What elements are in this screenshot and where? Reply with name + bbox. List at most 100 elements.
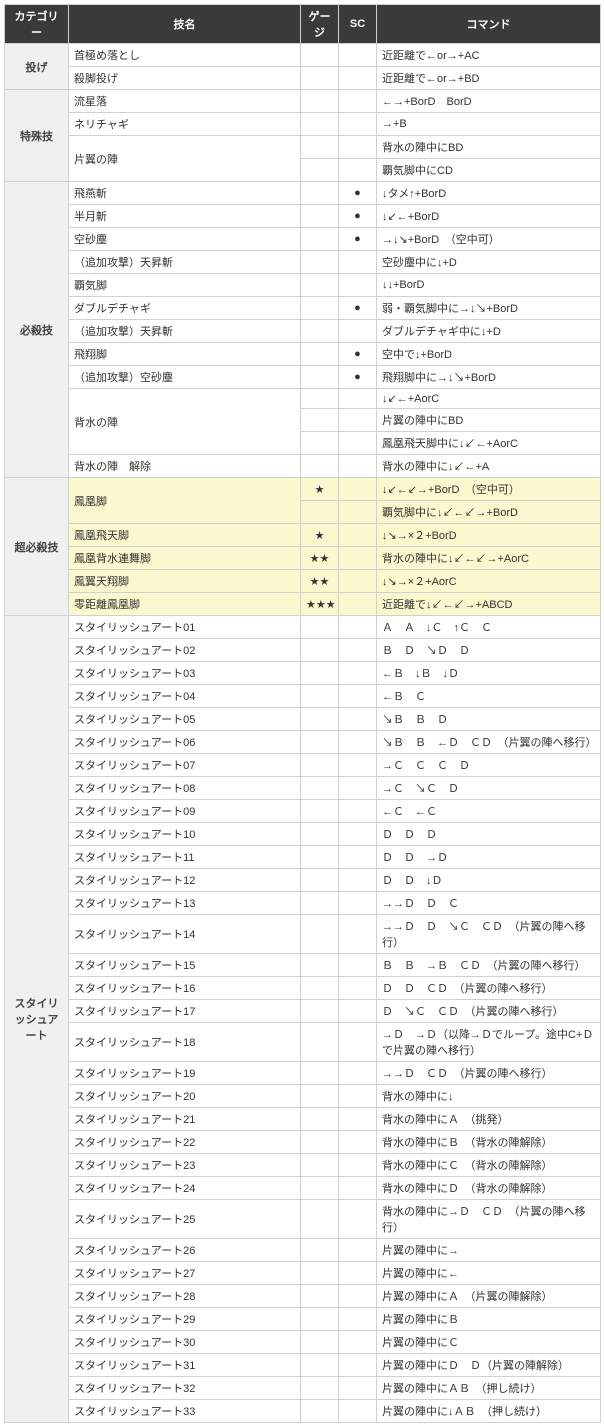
gauge-cell — [301, 1108, 339, 1131]
gauge-cell — [301, 320, 339, 343]
name-cell: 鳳翼天翔脚 — [69, 570, 301, 593]
name-cell: 空砂塵 — [69, 228, 301, 251]
category-cell: 必殺技 — [5, 182, 69, 478]
command-cell: →↓↘+BorD （空中可） — [377, 228, 601, 251]
sc-cell — [339, 1085, 377, 1108]
table-row: スタイリッシュアート24背水の陣中にＤ （背水の陣解除） — [5, 1177, 601, 1200]
command-cell: 近距離で←or→+BD — [377, 67, 601, 90]
sc-cell — [339, 524, 377, 547]
command-cell: →Ｃ ↘Ｃ Ｄ — [377, 777, 601, 800]
name-cell: スタイリッシュアート30 — [69, 1331, 301, 1354]
header-row: カテゴリー 技名 ゲージ SC コマンド — [5, 5, 601, 44]
name-cell: スタイリッシュアート25 — [69, 1200, 301, 1239]
sc-cell — [339, 754, 377, 777]
gauge-cell — [301, 616, 339, 639]
command-cell: Ｄ Ｄ →Ｄ — [377, 846, 601, 869]
command-cell: 片翼の陣中にＣ — [377, 1331, 601, 1354]
table-row: 投げ首極め落とし近距離で←or→+AC — [5, 44, 601, 67]
sc-cell — [339, 570, 377, 593]
table-row: 背水の陣↓↙←+AorC — [5, 389, 601, 409]
table-row: 殺脚投げ 近距離で←or→+BD — [5, 67, 601, 90]
table-row: 特殊技流星落←→+BorD BorD — [5, 90, 601, 113]
sc-cell: ● — [339, 228, 377, 251]
table-row: スタイリッシュアート05↘Ｂ Ｂ Ｄ — [5, 708, 601, 731]
name-cell: スタイリッシュアート32 — [69, 1377, 301, 1400]
name-cell: （追加攻撃）天昇斬 — [69, 251, 301, 274]
name-cell: スタイリッシュアート20 — [69, 1085, 301, 1108]
table-row: スタイリッシュアート10Ｄ Ｄ Ｄ — [5, 823, 601, 846]
command-cell: Ｄ Ｄ Ｄ — [377, 823, 601, 846]
command-cell: ←→+BorD BorD — [377, 90, 601, 113]
name-cell: 殺脚投げ — [69, 67, 301, 90]
sc-cell — [339, 1354, 377, 1377]
command-cell: ↓タメ↑+BorD — [377, 182, 601, 205]
table-row: スタイリッシュアート06↘Ｂ Ｂ ←Ｄ ＣＤ （片翼の陣へ移行） — [5, 731, 601, 754]
command-cell: 片翼の陣中にＤ Ｄ（片翼の陣解除） — [377, 1354, 601, 1377]
sc-cell: ● — [339, 343, 377, 366]
name-cell: スタイリッシュアート13 — [69, 892, 301, 915]
sc-cell — [339, 915, 377, 954]
gauge-cell — [301, 869, 339, 892]
gauge-cell: ★ — [301, 524, 339, 547]
gauge-cell — [301, 113, 339, 136]
table-row: スタイリッシュアート25 背水の陣中に→Ｄ ＣＤ （片翼の陣へ移行） — [5, 1200, 601, 1239]
gauge-cell — [301, 67, 339, 90]
table-row: スタイリッシュアート22背水の陣中にＢ （背水の陣解除） — [5, 1131, 601, 1154]
gauge-cell — [301, 297, 339, 320]
gauge-cell — [301, 731, 339, 754]
table-row: 半月斬●↓↙←+BorD — [5, 205, 601, 228]
sc-cell — [339, 1000, 377, 1023]
command-cell: ←Ｃ ←Ｃ — [377, 800, 601, 823]
header-name: 技名 — [69, 5, 301, 44]
command-cell: Ｂ Ｄ ↘Ｄ Ｄ — [377, 639, 601, 662]
table-row: スタイリッシュアート17Ｄ ↘Ｃ ＣＤ （片翼の陣へ移行） — [5, 1000, 601, 1023]
name-cell: スタイリッシュアート26 — [69, 1239, 301, 1262]
command-cell: 背水の陣中に↓ — [377, 1085, 601, 1108]
sc-cell — [339, 662, 377, 685]
name-cell: 背水の陣 — [69, 389, 301, 455]
table-row: 空砂塵 ●→↓↘+BorD （空中可） — [5, 228, 601, 251]
header-category: カテゴリー — [5, 5, 69, 44]
command-cell: ←Ｂ Ｃ — [377, 685, 601, 708]
name-cell: 鳳凰背水連舞脚 — [69, 547, 301, 570]
gauge-cell — [301, 1354, 339, 1377]
gauge-cell — [301, 159, 339, 182]
table-row: 鳳凰背水連舞脚★★背水の陣中に↓↙←↙→+AorC — [5, 547, 601, 570]
sc-cell — [339, 1200, 377, 1239]
sc-cell — [339, 1377, 377, 1400]
sc-cell — [339, 869, 377, 892]
sc-cell: ● — [339, 205, 377, 228]
command-cell: ↓↘→×２+AorC — [377, 570, 601, 593]
table-row: 飛翔脚●空中で↓+BorD — [5, 343, 601, 366]
gauge-cell — [301, 800, 339, 823]
name-cell: 流星落 — [69, 90, 301, 113]
gauge-cell — [301, 90, 339, 113]
sc-cell: ● — [339, 297, 377, 320]
sc-cell — [339, 1239, 377, 1262]
sc-cell — [339, 823, 377, 846]
sc-cell — [339, 685, 377, 708]
header-command: コマンド — [377, 5, 601, 44]
name-cell: 半月斬 — [69, 205, 301, 228]
sc-cell: ● — [339, 182, 377, 205]
command-cell: 空砂塵中に↓+D — [377, 251, 601, 274]
command-cell: →→Ｄ ＣＤ （片翼の陣へ移行） — [377, 1062, 601, 1085]
sc-cell — [339, 1308, 377, 1331]
command-cell: 背水の陣中に→Ｄ ＣＤ （片翼の陣へ移行） — [377, 1200, 601, 1239]
gauge-cell — [301, 501, 339, 524]
sc-cell — [339, 593, 377, 616]
table-row: スタイリッシュアート27片翼の陣中に← — [5, 1262, 601, 1285]
gauge-cell — [301, 1131, 339, 1154]
table-row: 必殺技飛燕斬●↓タメ↑+BorD — [5, 182, 601, 205]
sc-cell: ● — [339, 366, 377, 389]
command-cell: 飛翔脚中に→↓↘+BorD — [377, 366, 601, 389]
gauge-cell: ★★★ — [301, 593, 339, 616]
command-cell: →Ｄ →Ｄ（以降→Ｄでループ。途中С+Ｄで片翼の陣へ移行） — [377, 1023, 601, 1062]
gauge-cell — [301, 1177, 339, 1200]
table-row: （追加攻撃）天昇斬 空砂塵中に↓+D — [5, 251, 601, 274]
sc-cell — [339, 409, 377, 432]
table-row: スタイリッシュアート07→Ｃ Ｃ Ｃ Ｄ — [5, 754, 601, 777]
sc-cell — [339, 67, 377, 90]
sc-cell — [339, 1400, 377, 1423]
name-cell: （追加攻撃）天昇斬 — [69, 320, 301, 343]
